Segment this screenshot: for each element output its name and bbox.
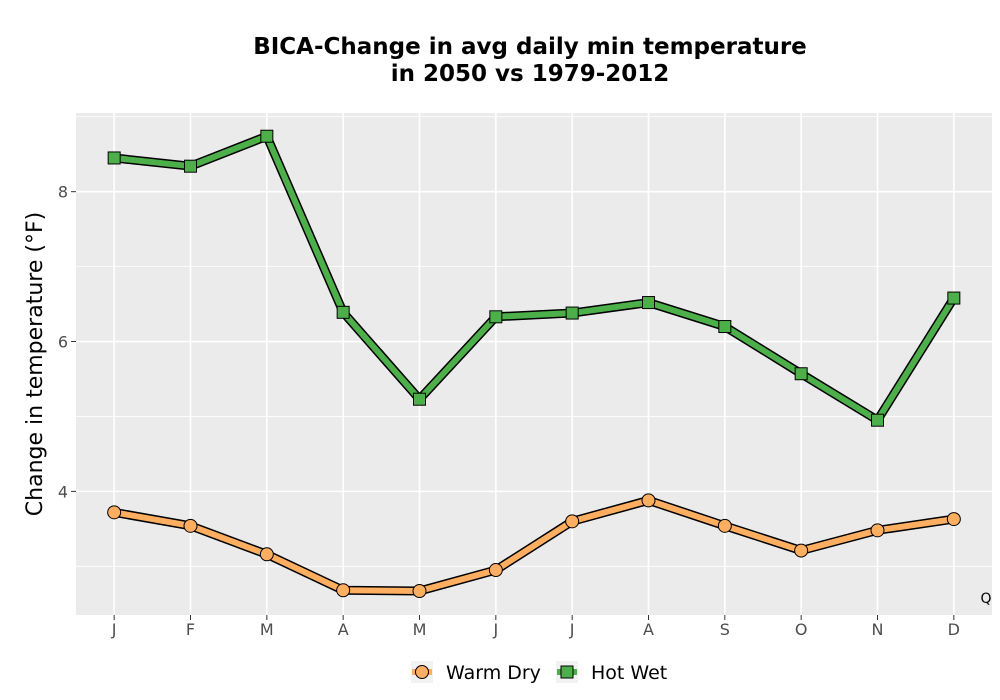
corner-label: Q	[980, 591, 991, 607]
x-tick-label: F	[186, 620, 195, 639]
data-point-circle	[641, 493, 656, 508]
series-line	[111, 497, 957, 595]
y-tick-label: 6	[58, 333, 68, 352]
data-point-circle	[107, 505, 122, 520]
legend-label: Warm Dry	[446, 662, 541, 684]
y-tick-label: 4	[58, 482, 68, 501]
series-layer	[107, 129, 961, 599]
x-tick-label: A	[338, 620, 349, 639]
legend-key-square	[560, 665, 574, 679]
data-point-square	[947, 291, 961, 305]
data-point-circle	[183, 518, 198, 533]
data-point-circle	[259, 547, 274, 562]
data-point-square	[565, 306, 579, 320]
x-tick-label: O	[795, 620, 808, 639]
y-tick-label: 8	[58, 183, 68, 202]
data-point-square	[718, 320, 732, 334]
data-point-circle	[565, 514, 580, 529]
data-point-square	[413, 392, 426, 406]
chart-title-line-1: BICA-Change in avg daily min temperature	[253, 34, 807, 60]
series-line	[111, 133, 957, 424]
y-axis-label: Change in temperature (°F)	[23, 212, 48, 516]
x-tick-label: S	[720, 620, 730, 639]
x-tick-label: N	[872, 620, 884, 639]
x-tick-label: A	[643, 620, 654, 639]
grid-lines	[76, 113, 992, 615]
data-point-circle	[336, 583, 351, 598]
x-tick-label: J	[569, 620, 575, 639]
x-tick-label: M	[260, 620, 274, 639]
data-point-square	[871, 413, 884, 427]
data-point-circle	[946, 512, 961, 527]
x-tick-label: D	[948, 620, 960, 639]
data-point-square	[642, 296, 655, 310]
data-point-circle	[488, 563, 503, 578]
data-point-circle	[717, 518, 732, 533]
x-tick-label: M	[413, 620, 427, 639]
chart-title-line-2: in 2050 vs 1979-2012	[391, 61, 670, 87]
data-point-square	[489, 310, 503, 324]
axis-ticks: 4 6 8 J F M A M J J A S O N D	[58, 183, 960, 639]
data-point-square	[184, 159, 197, 173]
legend-key-circle	[415, 665, 429, 679]
data-point-square	[107, 151, 121, 165]
plot-panel	[76, 113, 992, 615]
data-point-circle	[870, 523, 885, 538]
x-tick-label: J	[492, 620, 498, 639]
legend: Warm Dry Hot Wet	[411, 661, 667, 684]
data-point-square	[336, 305, 350, 319]
data-point-circle	[412, 584, 427, 599]
legend-label: Hot Wet	[591, 662, 667, 684]
data-point-square	[260, 129, 274, 143]
data-point-circle	[794, 543, 809, 558]
data-point-square	[794, 367, 808, 381]
x-tick-label: J	[111, 620, 117, 639]
